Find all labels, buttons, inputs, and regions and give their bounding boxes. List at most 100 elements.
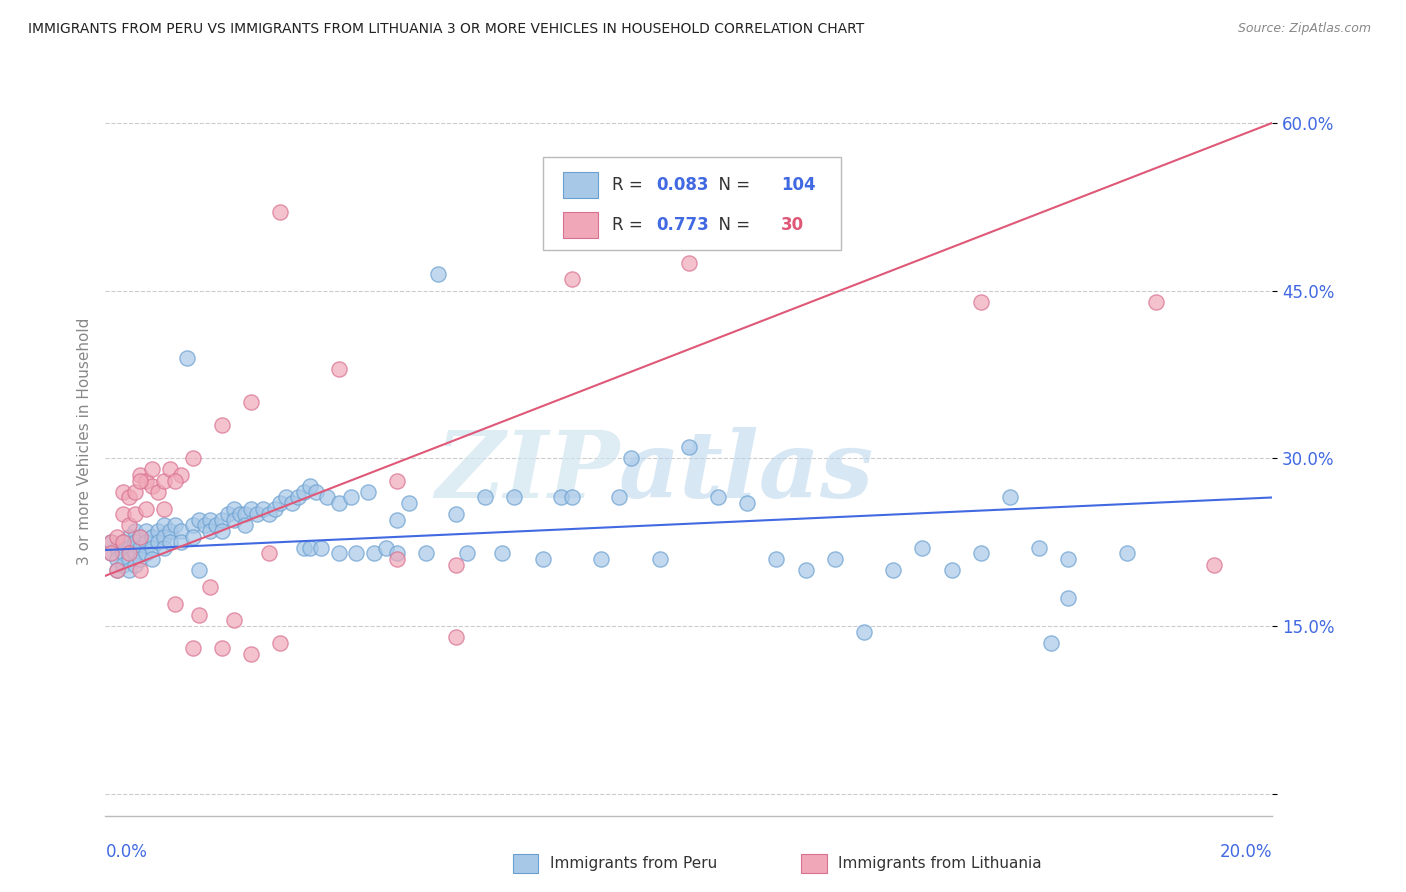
Point — [141, 541, 163, 555]
Point — [181, 518, 204, 533]
Point — [118, 546, 141, 560]
Point — [363, 546, 385, 560]
Point — [187, 607, 209, 622]
Point — [263, 501, 285, 516]
Point — [607, 491, 630, 505]
Point — [427, 267, 450, 281]
Point — [316, 491, 339, 505]
Point — [100, 535, 122, 549]
Point — [146, 484, 169, 499]
Point — [146, 535, 169, 549]
Point — [124, 484, 146, 499]
Point — [129, 552, 152, 566]
Point — [118, 491, 141, 505]
Point — [240, 647, 263, 661]
Point — [1039, 636, 1062, 650]
Point — [129, 468, 152, 483]
Point — [165, 597, 187, 611]
Point — [105, 563, 128, 577]
Point — [998, 491, 1021, 505]
Point — [531, 552, 554, 566]
Point — [170, 524, 193, 538]
Point — [200, 513, 222, 527]
Point — [852, 624, 875, 639]
Point — [298, 479, 321, 493]
Point — [269, 496, 292, 510]
Point — [181, 641, 204, 656]
Point — [211, 417, 233, 432]
Point — [222, 501, 245, 516]
Point — [385, 546, 409, 560]
Point — [111, 484, 134, 499]
Point — [328, 496, 350, 510]
Point — [344, 546, 367, 560]
Point — [1144, 294, 1167, 309]
Point — [269, 636, 292, 650]
Point — [111, 535, 134, 549]
Point — [678, 255, 700, 269]
Point — [311, 541, 333, 555]
Point — [970, 546, 993, 560]
Point — [737, 496, 759, 510]
Point — [970, 294, 993, 309]
Point — [141, 479, 163, 493]
Point — [474, 491, 496, 505]
Point — [281, 496, 304, 510]
Point — [415, 546, 437, 560]
Point — [276, 491, 298, 505]
Point — [153, 530, 174, 544]
Point — [141, 530, 163, 544]
Point — [328, 546, 350, 560]
Point — [118, 563, 141, 577]
Text: 0.0%: 0.0% — [105, 844, 148, 862]
FancyBboxPatch shape — [543, 157, 841, 251]
Point — [444, 507, 467, 521]
Point — [124, 535, 146, 549]
Point — [648, 552, 671, 566]
Point — [181, 451, 204, 466]
Point — [824, 552, 846, 566]
Point — [135, 501, 157, 516]
Point — [398, 496, 420, 510]
Point — [129, 530, 152, 544]
Text: 0.083: 0.083 — [657, 176, 709, 194]
Text: 30: 30 — [782, 216, 804, 235]
Point — [385, 552, 409, 566]
Point — [794, 563, 817, 577]
Text: ZIP: ZIP — [434, 426, 619, 516]
Point — [153, 518, 174, 533]
Point — [124, 524, 146, 538]
Point — [339, 491, 361, 505]
Point — [153, 474, 174, 488]
Point — [211, 641, 233, 656]
Point — [1028, 541, 1050, 555]
Point — [456, 546, 478, 560]
Text: Immigrants from Peru: Immigrants from Peru — [550, 856, 717, 871]
Point — [118, 530, 141, 544]
Text: R =: R = — [612, 176, 648, 194]
Point — [146, 524, 169, 538]
Point — [105, 563, 128, 577]
Point — [211, 513, 233, 527]
Point — [591, 552, 613, 566]
Point — [550, 491, 572, 505]
Bar — [801, 854, 827, 873]
Point — [100, 535, 122, 549]
Text: 104: 104 — [782, 176, 815, 194]
Text: Immigrants from Lithuania: Immigrants from Lithuania — [838, 856, 1042, 871]
Y-axis label: 3 or more Vehicles in Household: 3 or more Vehicles in Household — [76, 318, 91, 566]
Text: 0.773: 0.773 — [657, 216, 709, 235]
Point — [374, 541, 396, 555]
Point — [257, 546, 280, 560]
Point — [135, 546, 157, 560]
Point — [129, 563, 152, 577]
FancyBboxPatch shape — [562, 172, 598, 198]
Bar — [513, 854, 538, 873]
Point — [707, 491, 730, 505]
Point — [1202, 558, 1225, 572]
Point — [187, 513, 209, 527]
Point — [1057, 591, 1080, 606]
Point — [124, 546, 146, 560]
Point — [170, 468, 193, 483]
Point — [252, 501, 274, 516]
